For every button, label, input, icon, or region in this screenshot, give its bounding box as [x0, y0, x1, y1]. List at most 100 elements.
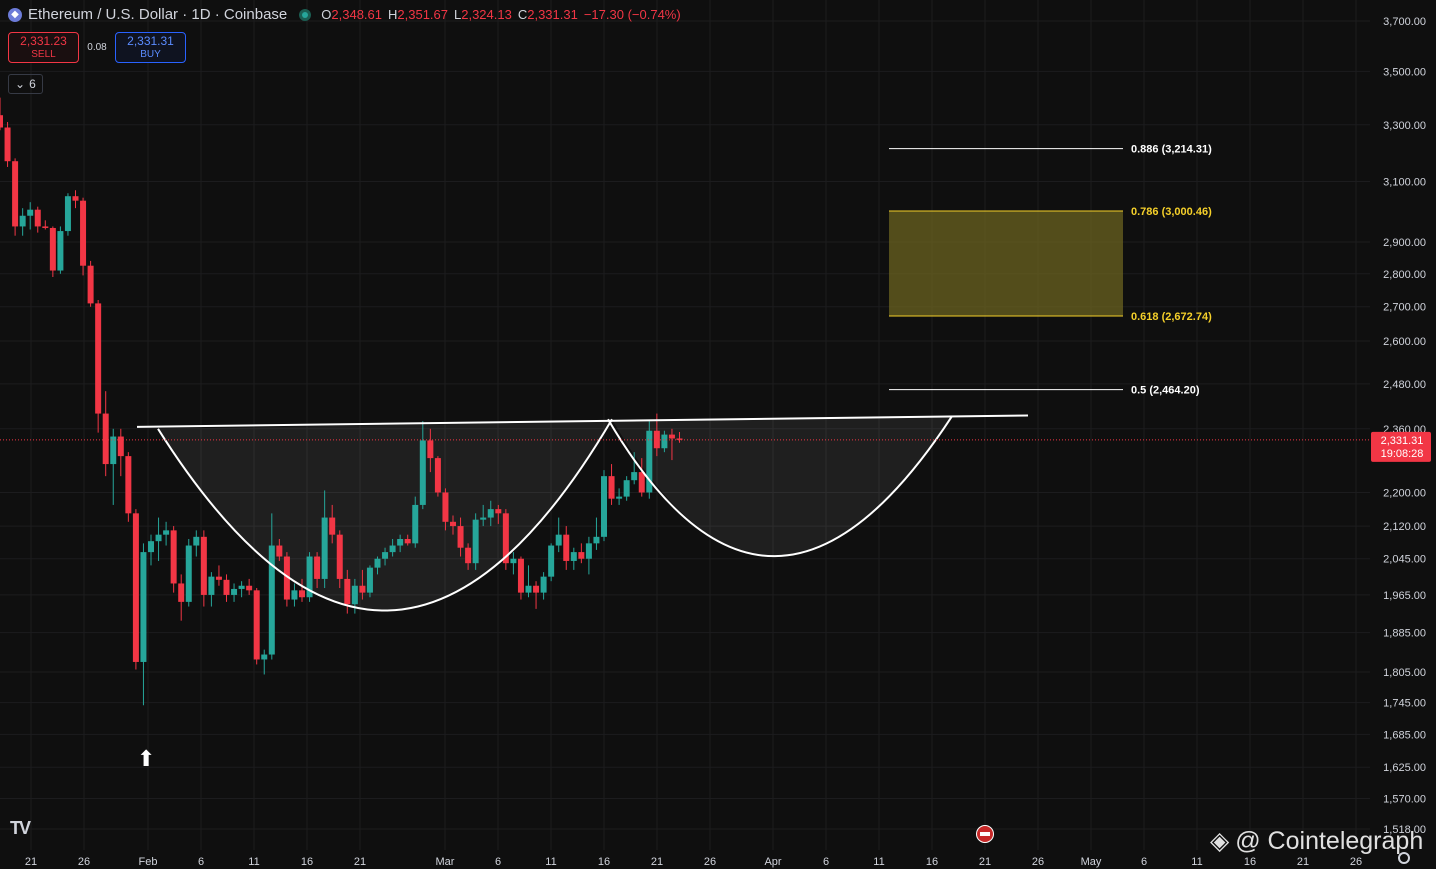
candle: [472, 513, 479, 570]
candle: [404, 534, 411, 546]
candle-body: [525, 585, 532, 593]
candle-body: [306, 556, 313, 598]
candle-body: [238, 585, 245, 589]
candle: [314, 552, 321, 589]
candle-body: [374, 558, 381, 568]
candle-body: [321, 517, 328, 579]
time-tick-label: 21: [354, 856, 366, 868]
time-tick-label: 21: [1297, 856, 1309, 868]
candle: [110, 428, 117, 505]
time-tick-label: Feb: [139, 856, 158, 868]
candle: [155, 517, 162, 561]
candle: [4, 122, 11, 167]
candle-body: [231, 588, 238, 595]
candle-body: [517, 558, 524, 593]
sell-label: SELL: [31, 48, 56, 60]
price-tick-label: 3,500.00: [1383, 66, 1426, 78]
candle: [163, 521, 170, 546]
candle-body: [27, 209, 34, 216]
candle-body: [646, 430, 653, 493]
time-tick-label: 11: [248, 856, 259, 868]
candle-body: [223, 579, 230, 595]
candle: [450, 515, 456, 535]
candle-body: [125, 456, 132, 514]
buy-button[interactable]: 2,331.31 BUY: [115, 32, 186, 63]
candle-body: [34, 209, 41, 227]
candle-body: [540, 576, 547, 593]
time-tick-label: 16: [598, 856, 610, 868]
candle-body: [193, 536, 200, 546]
candle-body: [117, 436, 124, 457]
candle-body: [329, 517, 336, 535]
candle: [601, 470, 607, 542]
candle: [419, 421, 426, 510]
candle-body: [548, 545, 555, 577]
candle: [291, 583, 298, 607]
candle-body: [12, 161, 19, 227]
ohlc-readout: O2,348.61 H2,351.67 L2,324.13 C2,331.31 …: [321, 7, 681, 22]
symbol-title[interactable]: Ethereum / U.S. Dollar · 1D · Coinbase: [28, 6, 288, 23]
candle: [148, 534, 154, 566]
price-tick-label: 3,100.00: [1383, 176, 1426, 188]
candle-body: [359, 585, 366, 593]
candle: [329, 504, 336, 544]
time-tick-label: 21: [651, 856, 663, 868]
candle: [321, 490, 328, 589]
candle: [389, 538, 396, 557]
candle: [336, 530, 343, 589]
cup-curve: [157, 418, 613, 612]
candle-body: [495, 509, 502, 514]
candle: [200, 530, 207, 607]
candle: [623, 476, 630, 501]
candle: [193, 530, 200, 557]
binance-logo-icon: ◈: [1210, 827, 1230, 855]
fib-label: 0.618 (2,672.74): [1131, 311, 1212, 323]
change-readout: −17.30 (−0.74%): [583, 7, 681, 22]
candle: [140, 543, 147, 706]
candle: [646, 421, 653, 499]
candle-body: [653, 430, 660, 449]
price-tick-label: 1,885.00: [1383, 628, 1426, 640]
time-tick-label: 11: [1191, 856, 1202, 868]
indicators-toggle[interactable]: ⌄ 6: [8, 74, 43, 94]
candle-body: [102, 413, 109, 465]
candle-body: [442, 492, 449, 522]
cointelegraph-watermark: ◈ @ Cointelegraph: [1210, 826, 1423, 856]
trade-panel: 2,331.23 SELL 0.08 2,331.31 BUY: [8, 32, 186, 63]
candle-body: [555, 534, 562, 546]
price-tick-label: 2,480.00: [1383, 379, 1426, 391]
candle: [12, 158, 19, 236]
candle-body: [585, 543, 592, 559]
settings-icon[interactable]: [1398, 852, 1410, 864]
candle: [638, 458, 645, 497]
candle: [434, 456, 441, 497]
candle: [412, 496, 419, 548]
candle-body: [200, 536, 207, 595]
price-tick-label: 1,805.00: [1383, 667, 1426, 679]
candle: [517, 556, 524, 600]
time-tick-label: 16: [926, 856, 938, 868]
candle-body: [533, 585, 540, 593]
candle-body: [64, 196, 71, 232]
candle: [359, 569, 366, 600]
candle: [0, 97, 3, 131]
candle-body: [344, 578, 351, 605]
time-tick-label: 21: [979, 856, 991, 868]
candle-body: [49, 227, 56, 271]
tradingview-logo-icon[interactable]: TV: [10, 818, 31, 838]
candle-body: [178, 583, 185, 602]
time-tick-label: 11: [873, 856, 884, 868]
candle-body: [0, 115, 3, 128]
candle: [495, 504, 502, 524]
sell-button[interactable]: 2,331.23 SELL: [8, 32, 79, 63]
candle: [593, 517, 600, 550]
candle: [170, 526, 177, 593]
candle-body: [457, 526, 464, 548]
candle-body: [676, 438, 683, 440]
price-tick-label: 1,965.00: [1383, 590, 1426, 602]
candle-body: [132, 513, 139, 662]
candle: [102, 391, 109, 477]
candle: [261, 649, 268, 675]
us-flag-icon[interactable]: [976, 825, 994, 843]
